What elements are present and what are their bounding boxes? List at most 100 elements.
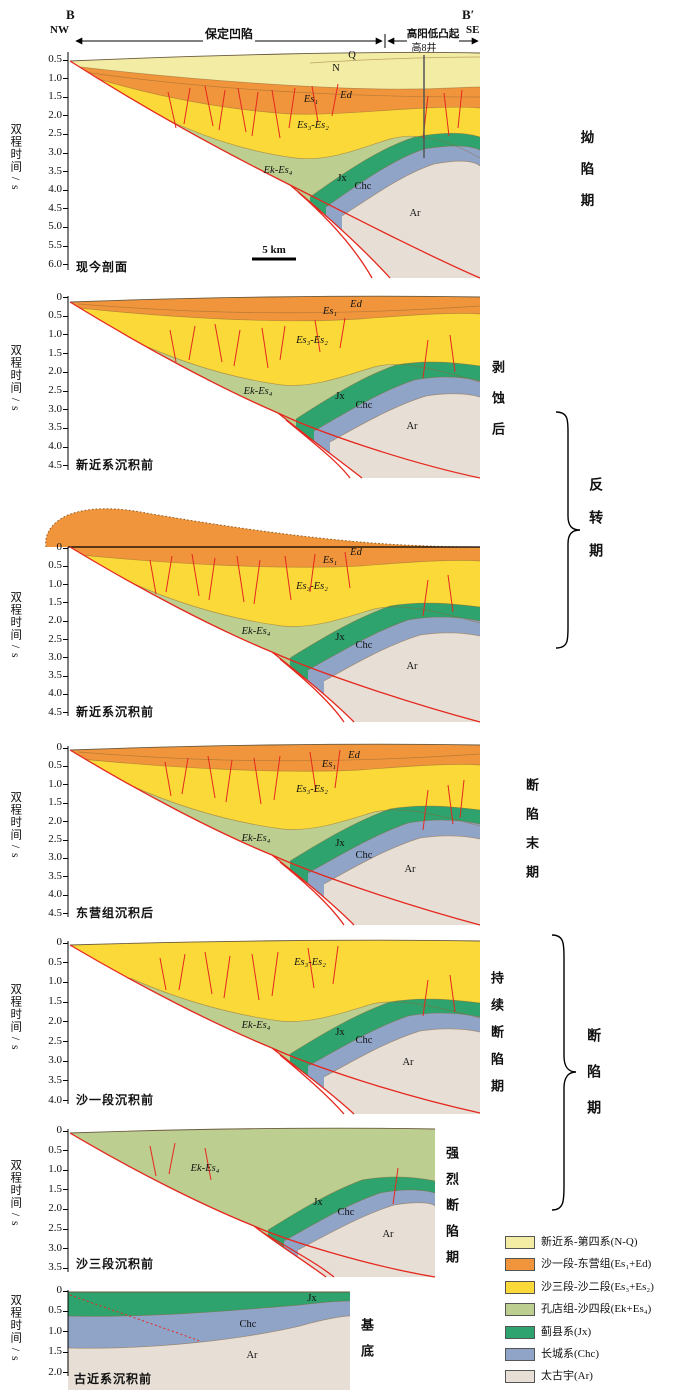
axis-tick-mark [63, 693, 68, 695]
axis-tick-label: 5.5 [48, 239, 62, 251]
axis-tick-label: 3.5 [48, 164, 62, 177]
axis-tick-label: 0 [56, 1124, 63, 1136]
legend-swatch-nq [505, 1236, 535, 1249]
p5-layer-ar [324, 1028, 480, 1114]
axis-tick-label: 4.5 [48, 906, 62, 919]
legend-swatch-es3es2 [505, 1281, 535, 1294]
axis-tick-label: 2.5 [48, 632, 62, 645]
axis-tick-label: 1.0 [48, 975, 62, 988]
p4-surface-line [69, 743, 481, 751]
stage-sustained-rift: 持续断陷期 [488, 971, 504, 1106]
zone-baoding-label: 保定凹陷 [204, 27, 254, 41]
axis-tick-mark [63, 208, 68, 210]
axis-tick-mark [63, 334, 68, 336]
axis-tick-label: 3.5 [48, 1073, 62, 1086]
axis-tick-label: 1.0 [48, 71, 62, 84]
axis-tick-mark [63, 1169, 68, 1171]
axis-tick-label: 0 [56, 741, 63, 753]
p2-unit-es1: Es₁ [322, 306, 338, 317]
p7-incipient-fault-dotted [69, 1294, 201, 1342]
axis-tick-label: 2.0 [48, 614, 62, 627]
axis-tick-mark [63, 353, 68, 355]
p3-unit-chc: Chc [355, 640, 373, 651]
axis-tick-mark [63, 427, 68, 429]
axis-tick-label: 3.5 [48, 669, 62, 682]
p6-surface-line [69, 1127, 436, 1134]
axis-tick-label: 3.0 [48, 146, 62, 158]
p5-title: 沙一段沉积前 [76, 1093, 155, 1107]
stage-post-erosion: 剥蚀后 [489, 360, 505, 453]
p3-unit-es3es2: Es₃-Es₂ [296, 581, 328, 592]
p1-unit-q: Q [348, 50, 356, 61]
axis-tick-label: 2.0 [48, 365, 62, 378]
direction-se-label: SE [466, 24, 480, 36]
axis-tick-mark [63, 747, 68, 749]
legend-label-es3es2: 沙三段-沙二段(Es₃+Es₂) [541, 1281, 654, 1293]
p6-unit-chc: Chc [337, 1207, 355, 1218]
p3-layer-ar [324, 632, 480, 722]
p4-unit-ekes4: Ek-Es₄ [241, 833, 271, 844]
p7-unit-jx: Jx [307, 1293, 317, 1304]
axis-tick-label: 1.0 [48, 1163, 62, 1176]
axis-tick-label: 1.0 [48, 327, 62, 340]
p3-minor-faults [149, 551, 454, 617]
axis-tick-mark [63, 371, 68, 373]
legend-swatch-es1ed [505, 1258, 535, 1271]
axis-tick-label: 1.5 [48, 796, 62, 809]
p6-axis-title: 双程时间 / s [9, 1159, 22, 1227]
axis-tick-label: 0.5 [48, 1304, 62, 1317]
axis-tick-mark [63, 1021, 68, 1023]
axis-tick-mark [63, 446, 68, 448]
axis-tick-mark [63, 1208, 68, 1210]
axis-tick-label: 0.5 [48, 955, 62, 968]
p6-unit-ar: Ar [382, 1229, 394, 1240]
p4-unit-jx: Jx [335, 838, 345, 849]
p5-unit-jx: Jx [335, 1027, 345, 1038]
axis-tick-label: 4.0 [48, 440, 62, 453]
axis-tick-mark [63, 657, 68, 659]
axis-tick-label: 0 [56, 1284, 63, 1296]
axis-tick-mark [63, 962, 68, 964]
axis-tick-label: 1.5 [48, 995, 62, 1008]
axis-tick-mark [63, 78, 68, 80]
p2-unit-chc: Chc [355, 400, 373, 411]
axis-tick-mark [63, 765, 68, 767]
p2-surface-line [69, 295, 481, 303]
p4-unit-ed: Ed [348, 750, 360, 761]
p1-axis-title: 双程时间 / s [9, 123, 22, 191]
axis-tick-mark [63, 1248, 68, 1250]
axis-tick-mark [63, 133, 68, 135]
axis-tick-mark [63, 465, 68, 467]
axis-tick-label: 3.0 [48, 402, 62, 415]
p4-layer-ar [324, 835, 480, 925]
p3-restored-overburden [45, 508, 480, 547]
p3-unit-jx: Jx [335, 632, 345, 643]
p2-unit-ar: Ar [406, 421, 418, 432]
axis-tick-mark [63, 639, 68, 640]
p3-unit-ed: Ed [350, 547, 362, 558]
axis-tick-label: 1.5 [48, 346, 62, 359]
axis-tick-label: 3.0 [48, 1241, 62, 1254]
axis-tick-mark [63, 784, 68, 786]
axis-tick-label: 0 [56, 541, 63, 553]
axis-tick-label: 2.5 [48, 833, 62, 845]
axis-tick-label: 1.0 [48, 1324, 62, 1337]
axis-tick-label: 4.0 [48, 1093, 62, 1106]
axis-tick-label: 0.5 [48, 309, 62, 322]
axis-tick-label: 2.5 [48, 1222, 62, 1234]
p4-unit-ar: Ar [404, 864, 416, 875]
p4-unit-es3es2: Es₃-Es₂ [296, 784, 328, 795]
axis-tick-mark [63, 981, 68, 983]
axis-tick-label: 4.0 [48, 888, 62, 901]
axis-tick-label: 3.0 [48, 650, 62, 663]
stage-late-rift: 断陷末期 [523, 778, 539, 894]
axis-tick-label: 2.5 [48, 127, 62, 140]
axis-tick-mark [63, 1290, 68, 1292]
p7-title: 古近系沉积前 [74, 1372, 153, 1386]
axis-tick-mark [63, 802, 68, 804]
p2-main-faults [69, 301, 481, 479]
axis-tick-label: 4.5 [48, 458, 62, 471]
